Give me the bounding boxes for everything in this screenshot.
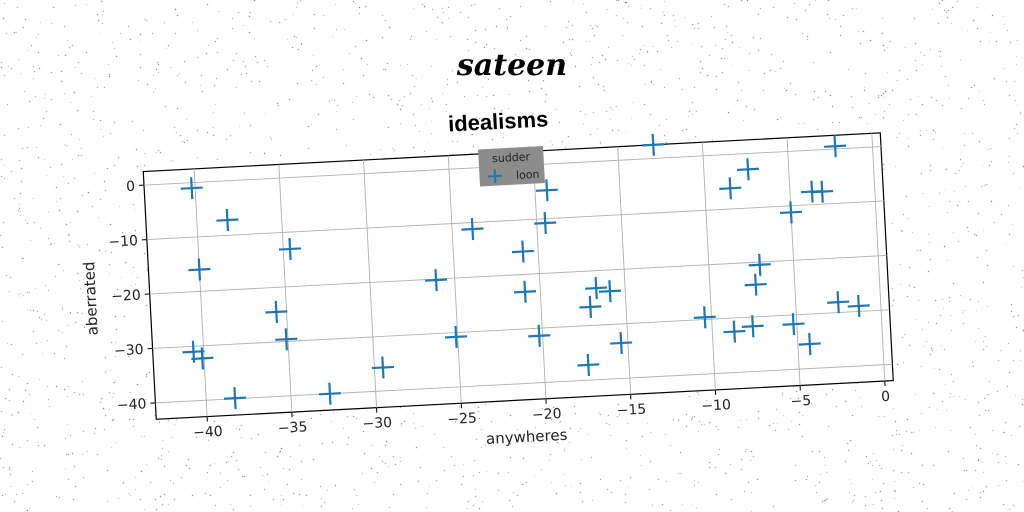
data-point <box>535 179 558 202</box>
data-point <box>693 306 716 329</box>
x-tick-label: −10 <box>701 397 731 415</box>
data-point <box>585 277 608 300</box>
data-point <box>811 180 834 203</box>
data-point <box>736 158 760 181</box>
data-point <box>577 353 600 376</box>
data-point <box>610 331 633 355</box>
y-tick-label: −20 <box>111 288 141 306</box>
data-point <box>445 325 468 348</box>
data-point <box>371 356 394 379</box>
legend-title: sudder <box>492 150 531 165</box>
legend: sudder loon <box>478 146 545 187</box>
y-tick-label: 0 <box>126 179 136 195</box>
x-tick-label: −30 <box>362 415 392 433</box>
data-point <box>798 332 821 356</box>
y-gridline <box>155 363 893 404</box>
data-point <box>188 258 211 281</box>
x-gridline <box>871 133 886 382</box>
data-point <box>513 280 537 303</box>
y-gridline <box>149 254 887 295</box>
legend-label: loon <box>516 168 540 182</box>
data-point <box>642 133 665 156</box>
x-tick-label: −15 <box>616 402 646 420</box>
x-tick-label: −25 <box>447 410 477 428</box>
data-point <box>279 237 302 261</box>
y-gridline <box>146 200 884 241</box>
data-point <box>741 315 764 338</box>
data-point <box>847 294 870 318</box>
x-gridline <box>278 164 293 413</box>
data-point <box>180 177 203 200</box>
data-point <box>191 347 214 370</box>
data-point <box>461 218 484 241</box>
data-point <box>782 313 805 336</box>
data-point <box>719 177 742 200</box>
data-point <box>748 253 771 276</box>
data-point <box>223 387 247 410</box>
chart-title: idealisms <box>447 106 548 136</box>
data-point <box>275 328 298 351</box>
data-point <box>598 280 621 303</box>
figure-suptitle: sateen <box>456 48 568 83</box>
x-tick-label: −35 <box>277 419 307 437</box>
data-point <box>534 212 557 235</box>
y-tick-label: −30 <box>114 342 144 360</box>
data-point <box>425 269 448 292</box>
data-point <box>265 300 288 323</box>
axis-ticks: −40 −35 −30 −25 −20 −15 −10 −5 0 0 −10 −20 −30 −40 <box>108 179 891 442</box>
data-point <box>827 291 850 314</box>
x-tick-label: 0 <box>881 389 891 405</box>
x-gridline <box>532 151 547 399</box>
legend-marker <box>487 169 503 184</box>
data-point <box>779 201 803 224</box>
data-point <box>824 135 847 158</box>
x-gridline <box>363 159 377 408</box>
x-gridline <box>447 155 462 404</box>
data-point <box>216 209 239 232</box>
x-tick-label: −40 <box>193 424 223 442</box>
data-point <box>579 295 602 318</box>
data-point <box>511 240 534 263</box>
data-point <box>528 324 551 347</box>
data-series <box>180 133 870 410</box>
x-tick-label: −20 <box>532 406 562 424</box>
grid-lines <box>143 133 893 417</box>
x-gridline <box>617 146 632 395</box>
x-axis-label: anywheres <box>486 426 568 448</box>
x-gridline <box>193 168 208 417</box>
y-tick-label: −40 <box>117 396 147 414</box>
y-gridline <box>152 309 890 349</box>
y-axis-label: aberrated <box>80 261 102 336</box>
data-point <box>318 382 341 405</box>
x-gridline <box>786 137 801 386</box>
data-point <box>744 273 767 296</box>
data-point <box>723 320 746 343</box>
x-gridline <box>701 142 716 390</box>
y-tick-label: −10 <box>108 233 138 251</box>
x-tick-label: −5 <box>790 393 811 410</box>
